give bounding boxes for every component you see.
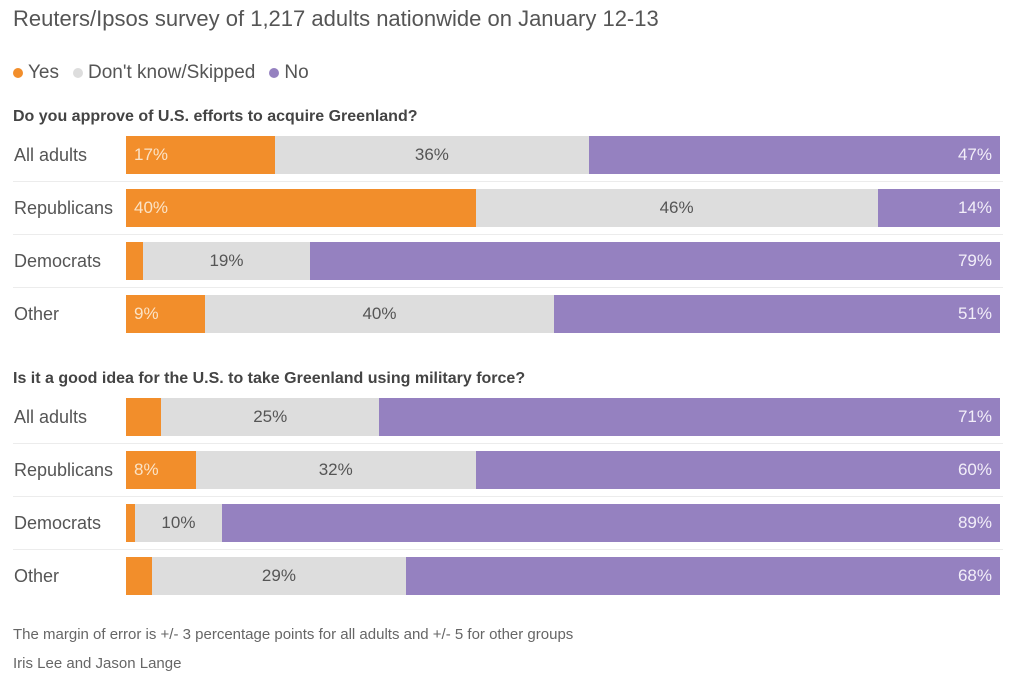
chart-row: All adults 17% 36% 47% <box>0 136 1024 189</box>
bar-segment-no: 68% <box>405 557 1000 595</box>
bar-segment-dont-know: 32% <box>195 451 476 489</box>
category-label: All adults <box>14 407 88 427</box>
data-label: 32% <box>318 460 353 479</box>
data-label: 40% <box>362 304 397 323</box>
data-label: 89% <box>957 513 992 532</box>
chart-title: Reuters/Ipsos survey of 1,217 adults nat… <box>13 6 659 31</box>
data-label: 9% <box>134 304 159 323</box>
bar-segment-yes <box>126 504 135 542</box>
stacked-bar: 10% 89% <box>126 504 1000 542</box>
legend-dot-no-icon <box>269 68 280 78</box>
bar-segment-yes <box>126 398 161 436</box>
data-label: 10% <box>161 513 196 532</box>
data-label: 51% <box>957 304 992 323</box>
bar-segment-dont-know: 19% <box>143 242 310 280</box>
credit-line: Iris Lee and Jason Lange <box>13 655 182 672</box>
margin-of-error-note: The margin of error is +/- 3 percentage … <box>13 626 574 643</box>
category-label: Democrats <box>14 251 102 271</box>
bar-segment-no: 71% <box>379 398 1000 436</box>
chart-row: All adults 25% 71% <box>0 398 1024 451</box>
data-label: 46% <box>659 198 694 217</box>
chart-row: Democrats 19% 79% <box>0 242 1024 295</box>
legend-label-dont-know: Don't know/Skipped <box>88 62 256 83</box>
data-label: 25% <box>253 407 288 426</box>
bar-segment-yes <box>126 242 144 280</box>
category-label: Other <box>14 566 60 586</box>
legend-dot-yes-icon <box>13 68 23 78</box>
row-divider <box>13 496 1003 497</box>
bar-segment-yes: 17% <box>126 136 275 174</box>
row-divider <box>13 181 1003 182</box>
bar-segment-no: 89% <box>222 504 1000 542</box>
question-1-title: Do you approve of U.S. efforts to acquir… <box>13 108 418 125</box>
bar-segment-dont-know: 10% <box>134 504 223 542</box>
chart-row: Democrats 10% 89% <box>0 504 1024 557</box>
data-label: 14% <box>957 198 992 217</box>
legend-dot-dont-know-icon <box>73 68 83 78</box>
legend-item-dont-know: Don't know/Skipped <box>73 62 255 84</box>
stacked-bar: 25% 71% <box>126 398 1000 436</box>
bar-segment-no: 47% <box>589 136 1000 174</box>
bar-segment-yes: 9% <box>126 295 205 333</box>
row-divider <box>13 287 1003 288</box>
question-2-title: Is it a good idea for the U.S. to take G… <box>13 370 526 387</box>
category-label: Democrats <box>14 513 102 533</box>
data-label: 19% <box>209 251 244 270</box>
data-label: 36% <box>414 145 449 164</box>
data-label: 47% <box>957 145 992 164</box>
chart-row: Republicans 8% 32% 60% <box>0 451 1024 504</box>
data-label: 60% <box>957 460 992 479</box>
bar-segment-dont-know: 40% <box>204 295 555 333</box>
chart-row: Other 9% 40% 51% <box>0 295 1024 348</box>
data-label: 79% <box>957 251 992 270</box>
bar-segment-dont-know: 36% <box>274 136 590 174</box>
data-label: 17% <box>134 145 169 164</box>
stacked-bar: 8% 32% 60% <box>126 451 1000 489</box>
legend-item-yes: Yes <box>13 62 59 84</box>
data-label: 8% <box>134 460 159 479</box>
bar-segment-no: 14% <box>877 189 1000 227</box>
legend-item-no: No <box>269 62 309 84</box>
row-divider <box>13 443 1003 444</box>
stacked-bar: 19% 79% <box>126 242 1000 280</box>
chart-row: Other 29% 68% <box>0 557 1024 610</box>
bar-segment-no: 51% <box>554 295 1000 333</box>
category-label: All adults <box>14 145 88 165</box>
legend: Yes Don't know/Skipped No <box>13 62 323 84</box>
data-label: 68% <box>957 566 992 585</box>
bar-segment-yes: 40% <box>126 189 476 227</box>
category-label: Other <box>14 304 60 324</box>
legend-label-no: No <box>284 62 309 83</box>
stacked-bar: 17% 36% 47% <box>126 136 1000 174</box>
bar-segment-no: 79% <box>309 242 1000 280</box>
bar-segment-dont-know: 29% <box>152 557 406 595</box>
bar-segment-dont-know: 46% <box>475 189 878 227</box>
category-label: Republicans <box>14 198 114 218</box>
data-label: 29% <box>261 566 296 585</box>
stacked-bar: 40% 46% 14% <box>126 189 1000 227</box>
bar-segment-yes <box>126 557 153 595</box>
data-label: 40% <box>134 198 169 217</box>
bar-segment-no: 60% <box>475 451 1000 489</box>
stacked-bar: 9% 40% 51% <box>126 295 1000 333</box>
data-label: 71% <box>957 407 992 426</box>
row-divider <box>13 549 1003 550</box>
bar-segment-yes: 8% <box>126 451 196 489</box>
row-divider <box>13 234 1003 235</box>
category-label: Republicans <box>14 460 114 480</box>
chart-row: Republicans 40% 46% 14% <box>0 189 1024 242</box>
bar-segment-dont-know: 25% <box>160 398 380 436</box>
legend-label-yes: Yes <box>28 62 59 83</box>
stacked-bar: 29% 68% <box>126 557 1000 595</box>
